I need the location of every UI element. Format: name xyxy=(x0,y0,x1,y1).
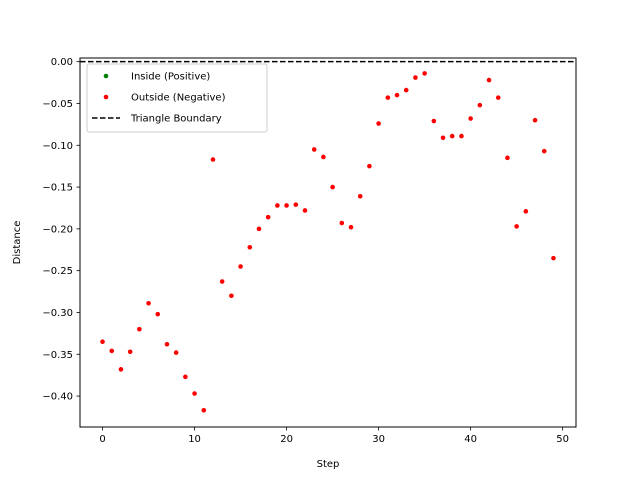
data-point xyxy=(505,155,510,161)
data-point xyxy=(247,244,253,250)
data-point xyxy=(219,279,225,284)
data-point xyxy=(523,209,529,214)
data-point xyxy=(275,203,280,208)
data-point xyxy=(413,75,418,80)
y-tick-label: −0.20 xyxy=(42,224,73,235)
data-point xyxy=(394,92,400,98)
y-axis-label: Distance xyxy=(12,221,23,265)
data-point xyxy=(330,184,335,190)
data-point xyxy=(164,341,170,347)
data-point xyxy=(256,226,262,232)
data-point xyxy=(155,311,161,317)
y-tick-label: −0.30 xyxy=(42,308,73,319)
data-point xyxy=(302,208,308,213)
data-point xyxy=(477,102,483,108)
x-axis-label: Step xyxy=(317,459,340,470)
data-point xyxy=(403,87,409,93)
y-tick-label: −0.40 xyxy=(42,392,73,403)
x-tick-label: 50 xyxy=(556,434,569,445)
data-point xyxy=(321,154,326,160)
data-point xyxy=(440,135,446,141)
legend-label: Triangle Boundary xyxy=(130,114,222,125)
data-point xyxy=(449,133,455,139)
data-point xyxy=(311,147,317,152)
x-tick-label: 20 xyxy=(280,434,293,445)
data-point xyxy=(532,117,538,123)
data-point xyxy=(238,264,243,269)
data-point xyxy=(109,348,115,354)
y-axis: 0.00 −0.05 −0.10 −0.15 −0.20 −0.25 −0.30 −0.35 −… xyxy=(42,57,80,403)
axes-frame xyxy=(79,57,577,428)
data-point xyxy=(100,339,105,345)
data-point xyxy=(118,367,124,372)
data-point xyxy=(293,202,299,207)
y-tick-label: −0.35 xyxy=(42,350,73,361)
data-point xyxy=(495,95,501,100)
data-point xyxy=(486,77,492,83)
data-point xyxy=(422,71,427,76)
data-point xyxy=(229,293,234,299)
data-point xyxy=(146,300,151,306)
y-tick-label: −0.15 xyxy=(42,183,73,194)
x-tick-label: 10 xyxy=(188,434,201,445)
data-point xyxy=(284,203,289,208)
data-point xyxy=(357,193,363,199)
legend-box xyxy=(86,63,268,133)
plot-area xyxy=(80,60,576,413)
data-point xyxy=(173,350,179,355)
x-axis: 0 10 20 30 40 50 xyxy=(99,427,569,445)
legend-label: Outside (Negative) xyxy=(131,93,226,104)
data-point xyxy=(348,224,354,230)
legend: Inside (Positive) Outside (Negative) Trian… xyxy=(86,63,268,133)
x-tick-label: 30 xyxy=(372,434,385,445)
data-point xyxy=(183,374,188,380)
y-tick-label: −0.05 xyxy=(42,99,73,110)
x-tick-label: 0 xyxy=(99,434,105,445)
y-tick-label: 0.00 xyxy=(51,57,73,68)
data-point xyxy=(137,326,142,332)
data-point xyxy=(514,224,519,229)
data-point xyxy=(339,220,345,226)
data-point xyxy=(385,95,391,100)
data-point xyxy=(192,391,197,396)
data-point xyxy=(127,349,133,355)
data-point xyxy=(210,157,216,162)
data-point xyxy=(367,163,372,169)
data-point xyxy=(376,121,381,126)
data-point xyxy=(431,118,437,124)
data-point xyxy=(265,214,271,220)
data-point xyxy=(551,255,556,261)
data-point xyxy=(201,407,207,413)
legend-marker xyxy=(103,94,109,100)
legend-marker xyxy=(103,73,109,79)
y-tick-label: −0.10 xyxy=(42,141,73,152)
data-point xyxy=(459,133,464,139)
legend-label: Inside (Positive) xyxy=(131,72,210,83)
y-tick-label: −0.25 xyxy=(42,266,73,277)
x-tick-label: 40 xyxy=(464,434,477,445)
data-point xyxy=(468,116,473,121)
data-point xyxy=(541,148,547,154)
